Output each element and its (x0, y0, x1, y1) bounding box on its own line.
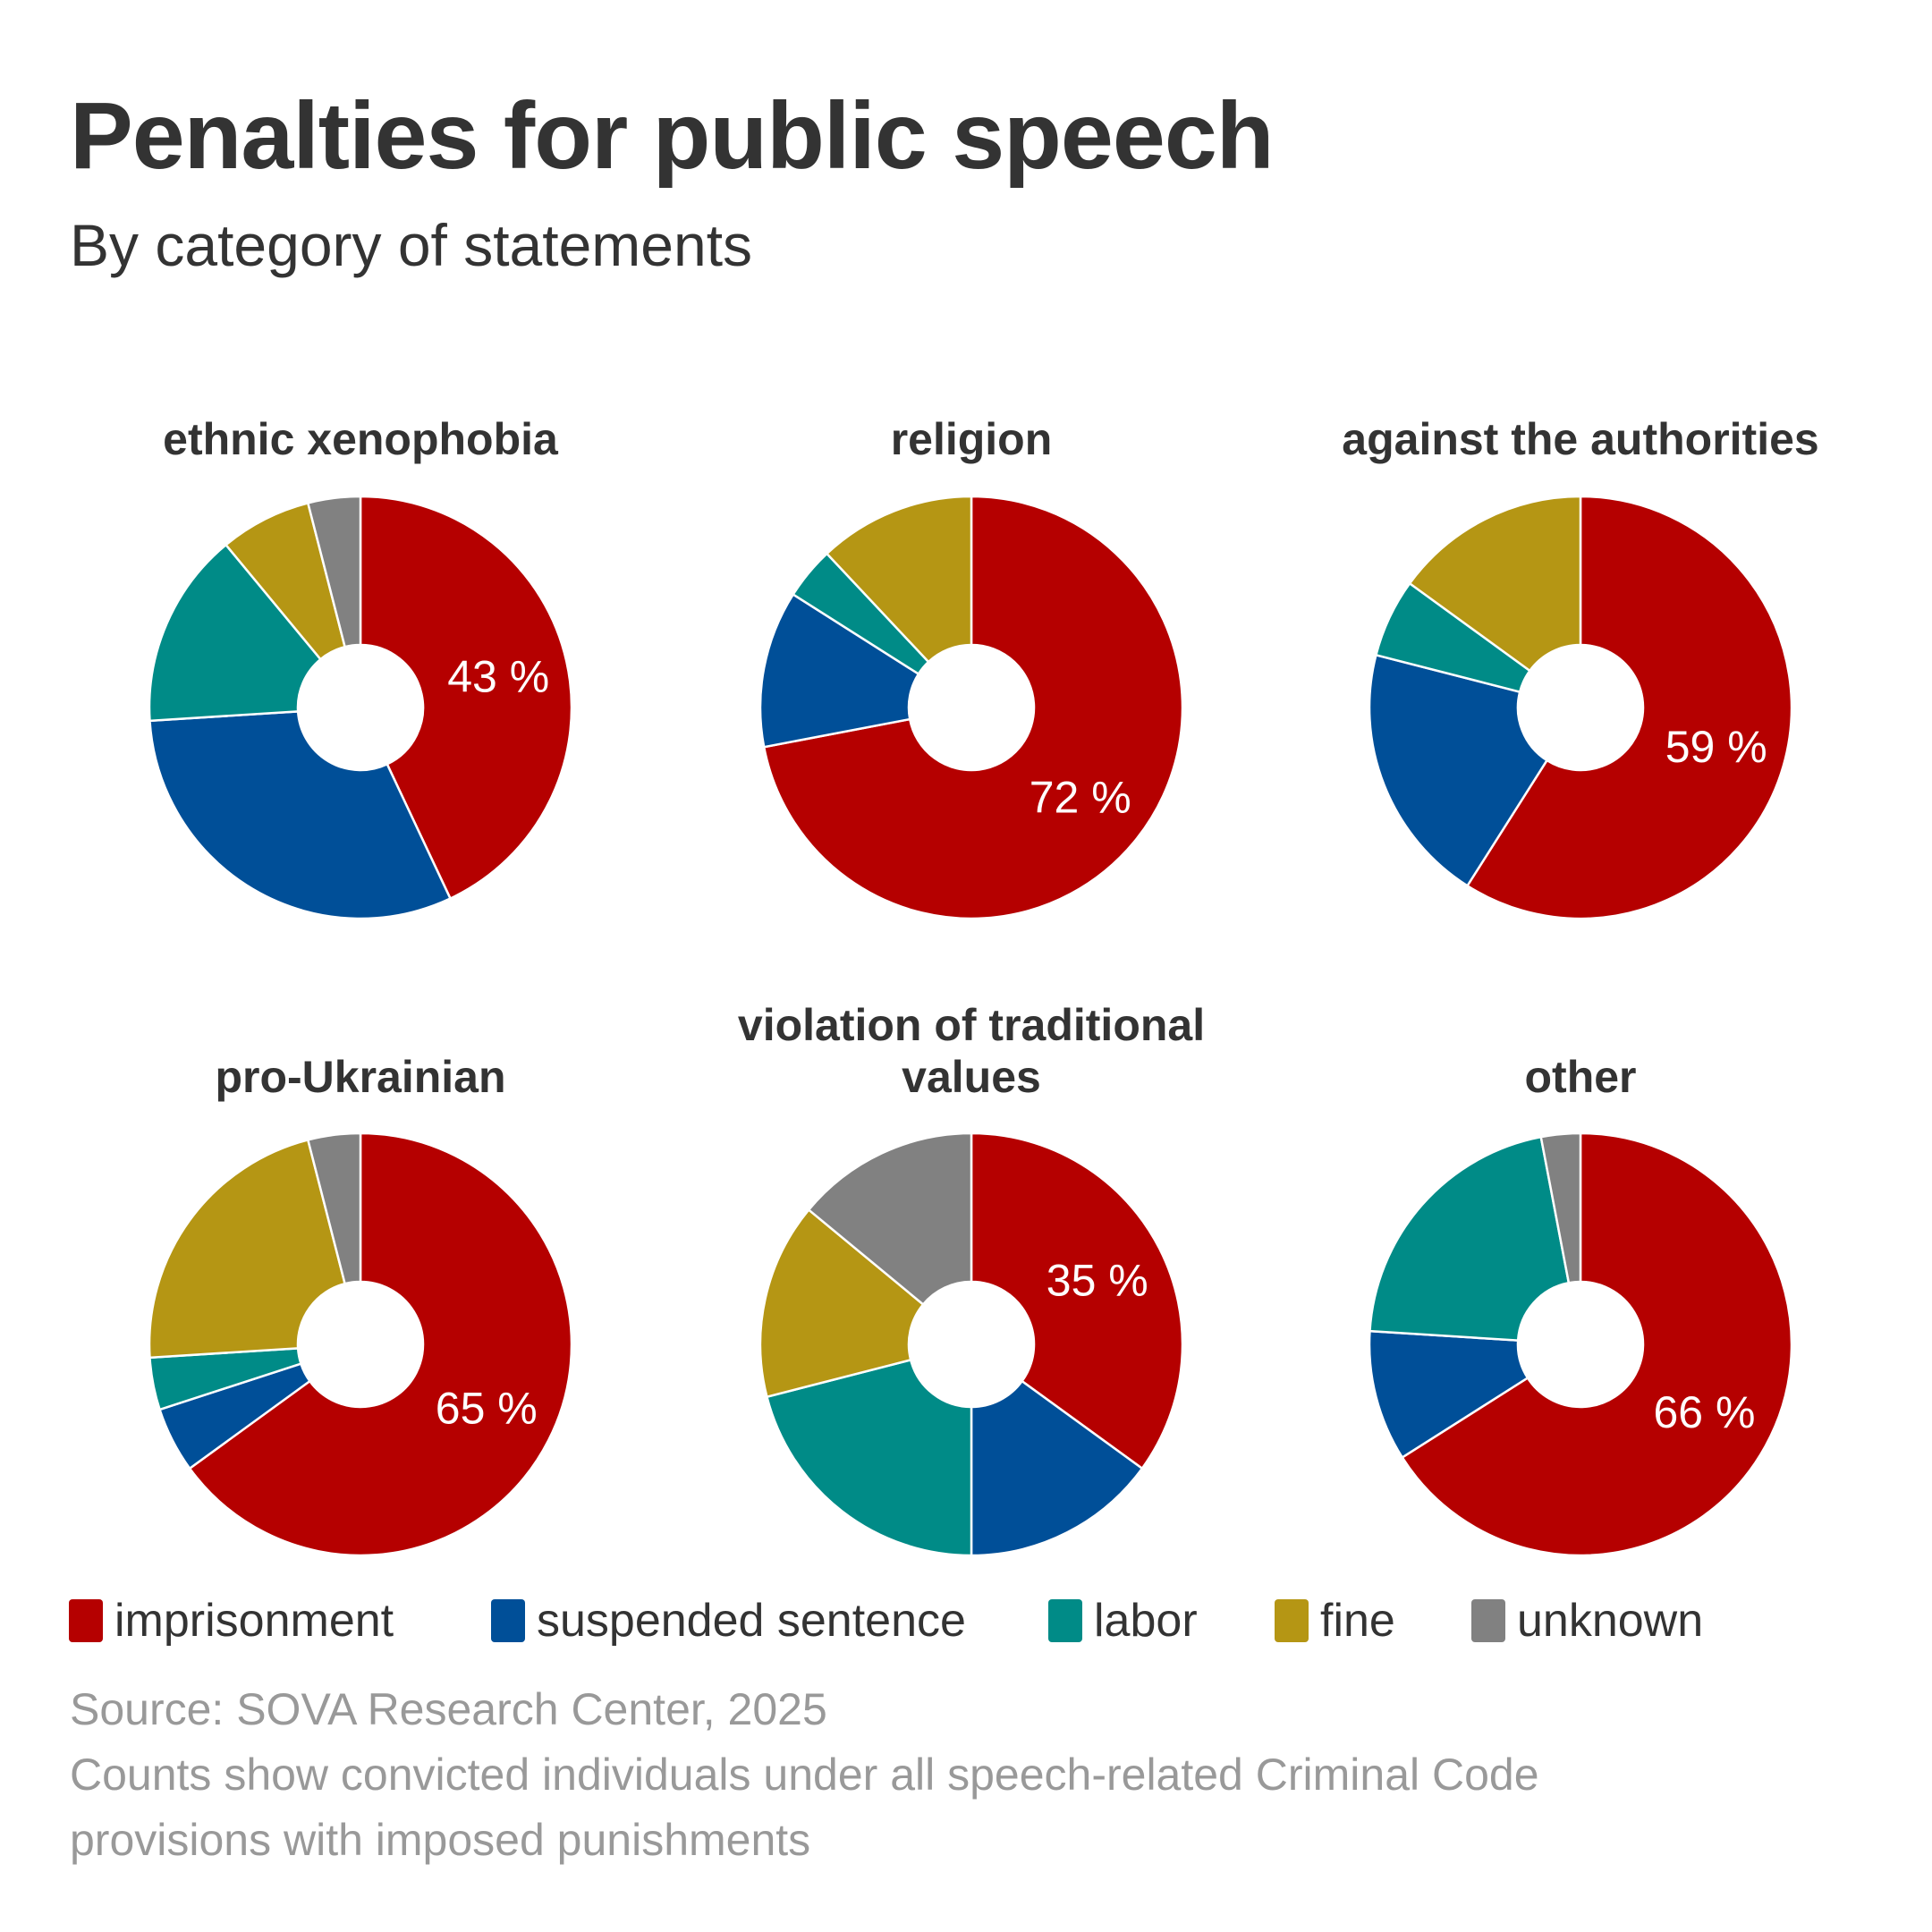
panel-title-traditional-values: violation of traditional values (667, 999, 1275, 1103)
panel-title-against-the-authorities: against the authorities (1276, 413, 1885, 465)
slice-imprisonment (1465, 495, 1793, 920)
legend-item-imprisonment: imprisonment (69, 1592, 394, 1649)
panel-title-pro-ukrainian: pro-Ukrainian (56, 1051, 665, 1103)
slice-labor (1368, 1135, 1571, 1342)
slice-fine (758, 1208, 925, 1399)
slice-suspended-sentence (758, 592, 920, 749)
slice-labor (765, 1358, 973, 1557)
data-label: 59 % (1665, 722, 1767, 772)
legend-item-suspended-sentence: suspended sentence (491, 1592, 966, 1649)
donut-violation-of-traditional-values: 35 % (758, 1131, 1184, 1557)
legend-swatch-labor (1048, 1599, 1082, 1642)
footnote-line-2: provisions with imposed punishments (70, 1815, 811, 1865)
slice-unknown (807, 1131, 973, 1307)
chart-title: Penalties for public speech (70, 83, 1275, 189)
slice-fine (148, 1138, 347, 1360)
legend-item-labor: labor (1048, 1592, 1198, 1649)
panel-title-line: values (902, 1052, 1041, 1102)
data-label: 65 % (436, 1384, 538, 1434)
slice-imprisonment (1401, 1131, 1793, 1557)
legend-label: labor (1094, 1595, 1198, 1647)
slice-imprisonment (762, 495, 1184, 920)
legend-swatch-suspended-sentence (491, 1599, 525, 1642)
panel-title-line: against the authorities (1342, 414, 1819, 464)
legend-label: fine (1320, 1595, 1395, 1647)
panel-title-religion: religion (667, 413, 1275, 465)
slice-suspended-sentence (1368, 653, 1549, 887)
chart-subtitle: By category of statements (70, 212, 753, 278)
source-note: Source: SOVA Research Center, 2025 (70, 1684, 827, 1734)
data-label: 35 % (1046, 1255, 1148, 1305)
legend-item-fine: fine (1275, 1592, 1395, 1649)
slice-imprisonment (970, 1131, 1184, 1470)
legend-swatch-fine (1275, 1599, 1309, 1642)
slice-suspended-sentence (1368, 1329, 1530, 1460)
slice-labor (148, 543, 323, 723)
panel-title-line: other (1524, 1052, 1637, 1102)
legend-swatch-imprisonment (69, 1599, 103, 1642)
data-label: 66 % (1653, 1387, 1755, 1437)
slice-suspended-sentence (970, 1379, 1144, 1557)
slice-suspended-sentence (148, 710, 453, 920)
donut-against-the-authorities: 59 % (1368, 495, 1793, 920)
donut-ethnic-xenophobia: 43 % (148, 495, 573, 920)
panel-title-line: pro-Ukrainian (215, 1052, 506, 1102)
slice-unknown (306, 1131, 362, 1285)
data-label: 72 % (1030, 773, 1131, 823)
slice-imprisonment (188, 1131, 573, 1557)
donut-religion: 72 % (758, 495, 1184, 920)
donut-other: 66 % (1368, 1131, 1793, 1557)
legend: imprisonment suspended sentence labor fi… (0, 1592, 1932, 1655)
slice-imprisonment (359, 495, 573, 901)
legend-label: unknown (1517, 1595, 1704, 1647)
panel-title-line: religion (890, 414, 1053, 464)
panel-title-ethnic-xenophobia: ethnic xenophobia (56, 413, 665, 465)
panel-title-line: violation of traditional (737, 1000, 1206, 1050)
legend-item-unknown: unknown (1471, 1592, 1703, 1649)
data-label: 43 % (447, 652, 549, 702)
donut-pro-ukrainian: 65 % (148, 1131, 573, 1557)
slice-unknown (1539, 1131, 1582, 1284)
panel-title-other: other (1276, 1051, 1885, 1103)
legend-label: imprisonment (114, 1595, 394, 1647)
legend-label: suspended sentence (537, 1595, 966, 1647)
footnote-line-1: Counts show convicted individuals under … (70, 1750, 1539, 1800)
slice-fine (825, 495, 973, 664)
panel-title-line: ethnic xenophobia (163, 414, 558, 464)
legend-swatch-unknown (1471, 1599, 1505, 1642)
slice-unknown (306, 495, 362, 648)
slice-fine (1408, 495, 1582, 673)
